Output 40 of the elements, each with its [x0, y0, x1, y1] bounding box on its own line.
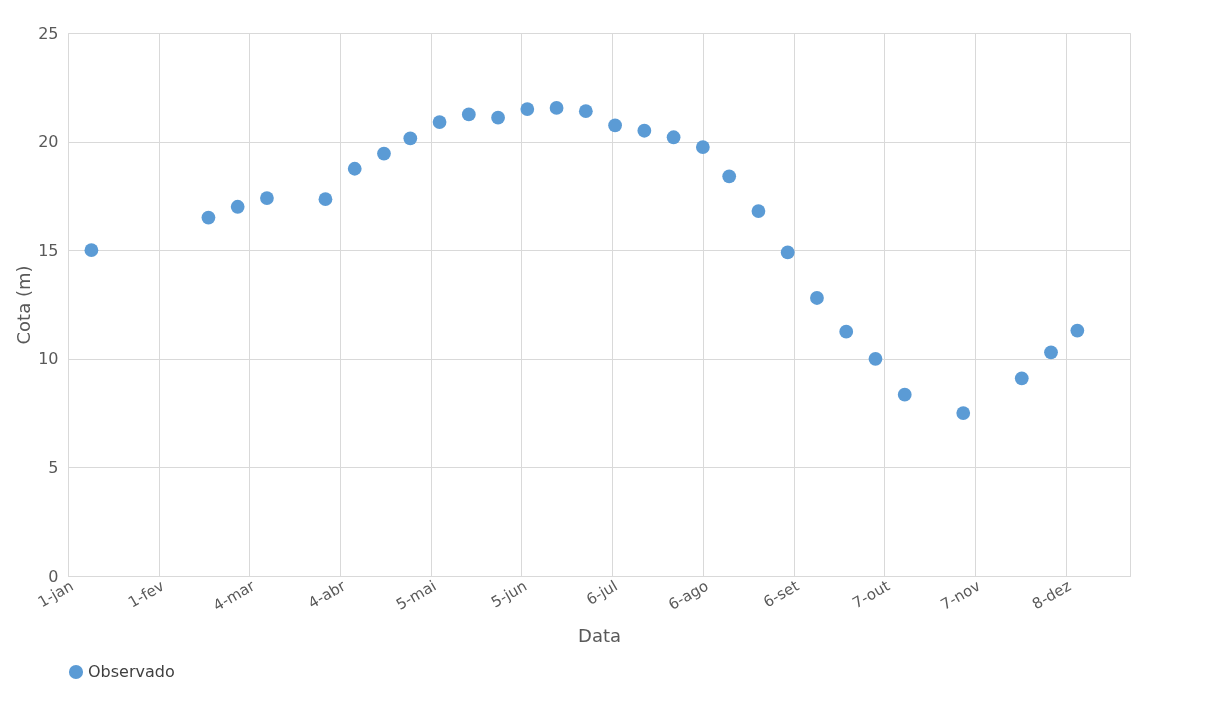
x-tick-label: 6-jul — [583, 576, 621, 609]
point — [780, 245, 795, 260]
point — [637, 123, 652, 138]
y-tick-label: 15 — [38, 240, 59, 260]
point — [461, 107, 476, 122]
point — [695, 140, 710, 154]
point — [1070, 323, 1085, 338]
point — [432, 115, 447, 129]
legend-label: Observado — [88, 662, 175, 681]
y-tick-label: 0 — [48, 566, 59, 586]
y-tick-label: 10 — [38, 349, 59, 369]
point — [810, 291, 824, 305]
point — [578, 104, 593, 119]
x-axis-title: Data — [578, 624, 621, 646]
point — [377, 146, 391, 161]
point — [1014, 371, 1029, 386]
point — [520, 102, 535, 116]
point — [608, 118, 622, 133]
point — [868, 351, 883, 366]
y-axis-title: Cota (m) — [13, 265, 35, 345]
point — [491, 110, 505, 125]
point — [722, 169, 737, 184]
point — [318, 192, 333, 207]
point — [751, 204, 766, 218]
point — [403, 131, 418, 146]
x-tick-label: 4-abr — [305, 576, 350, 613]
x-tick-label: 6-set — [760, 576, 803, 612]
y-tick-label: 25 — [38, 23, 59, 43]
point — [897, 387, 912, 402]
point — [839, 324, 854, 339]
point — [549, 101, 564, 115]
x-tick-label: 1-fev — [124, 576, 168, 612]
y-tick-label: 5 — [48, 457, 59, 477]
x-tick-label: 5-jun — [487, 576, 530, 612]
point — [956, 406, 971, 420]
point — [1044, 345, 1058, 360]
point — [347, 161, 362, 176]
point — [666, 130, 681, 145]
point — [260, 191, 274, 205]
y-tick-label: 20 — [38, 132, 59, 152]
